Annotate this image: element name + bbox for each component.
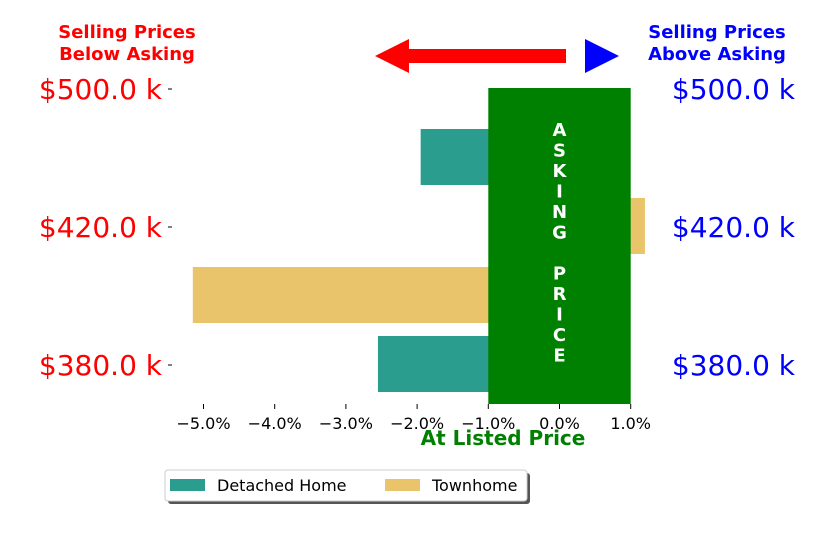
asking-label-letter: I [556, 305, 563, 326]
price-label-right: $500.0 k [672, 73, 796, 106]
asking-label-letter: I [556, 182, 563, 203]
asking-label-letter: E [553, 346, 565, 367]
x-tick-label: −2.0% [390, 414, 444, 433]
x-tick-label: 0.0% [539, 414, 580, 433]
asking-price-band [488, 88, 631, 404]
legend-label-detached: Detached Home [217, 476, 347, 495]
asking-label-letter: A [553, 120, 567, 141]
asking-label-letter: P [553, 264, 566, 285]
asking-label-letter: N [552, 202, 567, 223]
x-tick-label: −5.0% [176, 414, 230, 433]
right-arrow-icon [585, 39, 619, 73]
below-asking-title-line2: Below Asking [59, 44, 195, 65]
price-label-right: $380.0 k [672, 349, 796, 382]
x-tick-label: −1.0% [461, 414, 515, 433]
legend-box [164, 469, 528, 502]
price-label-left: $500.0 k [39, 73, 163, 106]
x-tick-label: −3.0% [319, 414, 373, 433]
asking-label-letter: C [553, 325, 566, 346]
price-label-right: $420.0 k [672, 211, 796, 244]
above-asking-title-line1: Selling Prices [648, 22, 785, 43]
price-label-left: $380.0 k [39, 349, 163, 382]
legend-swatch-detached [170, 479, 205, 491]
legend: Detached Home Townhome [164, 469, 530, 504]
x-axis-label: At Listed Price [421, 426, 586, 450]
left-arrow-icon [375, 39, 566, 73]
above-asking-title-line2: Above Asking [648, 44, 786, 65]
x-tick-label: −4.0% [248, 414, 302, 433]
legend-swatch-townhome [385, 479, 420, 491]
asking-label-letter: R [553, 284, 567, 305]
asking-label-letter: G [552, 223, 567, 244]
below-asking-title-line1: Selling Prices [58, 22, 195, 43]
asking-label-letter: S [553, 141, 566, 162]
legend-label-townhome: Townhome [431, 476, 517, 495]
x-tick-label: 1.0% [610, 414, 651, 433]
price-label-left: $420.0 k [39, 211, 163, 244]
asking-label-letter: K [553, 161, 568, 182]
